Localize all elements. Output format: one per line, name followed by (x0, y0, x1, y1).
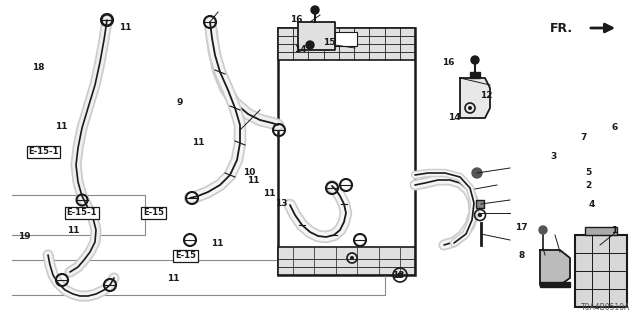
Text: 19: 19 (18, 232, 31, 241)
Circle shape (350, 256, 354, 260)
Text: 13: 13 (392, 271, 404, 280)
Text: 11: 11 (118, 23, 131, 32)
Bar (540, 282, 570, 287)
Text: 9: 9 (176, 98, 182, 107)
Polygon shape (460, 78, 490, 118)
Circle shape (539, 226, 547, 234)
Circle shape (471, 56, 479, 64)
Bar (476, 200, 484, 208)
Text: 1: 1 (611, 226, 618, 235)
Text: E-15-1: E-15-1 (67, 208, 97, 217)
Text: 14: 14 (294, 45, 307, 54)
Polygon shape (540, 250, 570, 285)
Text: FR.: FR. (550, 21, 573, 35)
Text: 18: 18 (32, 63, 45, 72)
Polygon shape (298, 22, 335, 50)
Text: 8: 8 (518, 252, 525, 260)
Text: 7: 7 (580, 133, 587, 142)
Text: 15: 15 (323, 38, 336, 47)
Text: 6: 6 (611, 124, 618, 132)
Text: 11: 11 (166, 274, 179, 283)
Text: 16: 16 (442, 58, 454, 67)
Circle shape (311, 6, 319, 14)
Text: 11: 11 (211, 239, 224, 248)
Text: 12: 12 (480, 92, 493, 100)
Bar (585, 227, 617, 235)
Bar (470, 72, 480, 78)
Text: T0A4B0510A: T0A4B0510A (580, 303, 630, 312)
Bar (278, 28, 415, 275)
Circle shape (472, 168, 482, 178)
Circle shape (468, 106, 472, 110)
Circle shape (397, 272, 403, 278)
Text: 11: 11 (246, 176, 259, 185)
Text: 11: 11 (67, 226, 80, 235)
Text: 10: 10 (243, 168, 256, 177)
Circle shape (306, 41, 314, 49)
Bar (335, 32, 357, 46)
Text: 5: 5 (586, 168, 592, 177)
Text: E-15-1: E-15-1 (28, 148, 59, 156)
Text: 17: 17 (515, 223, 528, 232)
Text: 11: 11 (54, 122, 67, 131)
Text: 11: 11 (262, 189, 275, 198)
Text: 16: 16 (290, 15, 303, 24)
Bar (278, 247, 415, 275)
Bar (278, 28, 415, 60)
Text: 11: 11 (192, 138, 205, 147)
Circle shape (478, 213, 482, 217)
Text: E-15: E-15 (143, 208, 164, 217)
Text: 3: 3 (550, 152, 557, 161)
Text: 14: 14 (448, 113, 461, 122)
Text: 4: 4 (589, 200, 595, 209)
Bar (575, 235, 627, 307)
Text: 13: 13 (275, 199, 288, 208)
Text: 2: 2 (586, 181, 592, 190)
Text: E-15: E-15 (175, 252, 196, 260)
